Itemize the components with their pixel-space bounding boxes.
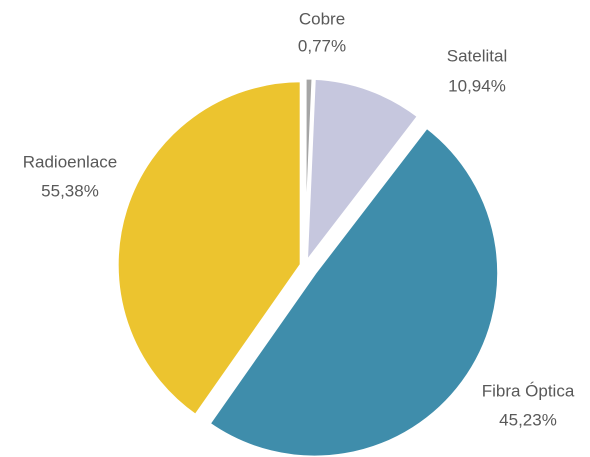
pie-slice	[115, 79, 303, 418]
slice-label: Cobre	[299, 9, 345, 28]
pie-slice	[206, 125, 501, 457]
slice-value-label: 10,94%	[448, 76, 506, 95]
slice-label: Radioenlace	[23, 152, 118, 171]
slice-value-label: 55,38%	[41, 181, 99, 200]
slice-value-label: 45,23%	[499, 410, 557, 429]
slice-label: Fibra Óptica	[482, 381, 575, 400]
slice-label: Satelital	[447, 46, 507, 65]
pie-slice	[304, 76, 421, 267]
slice-value-label: 0,77%	[298, 36, 346, 55]
